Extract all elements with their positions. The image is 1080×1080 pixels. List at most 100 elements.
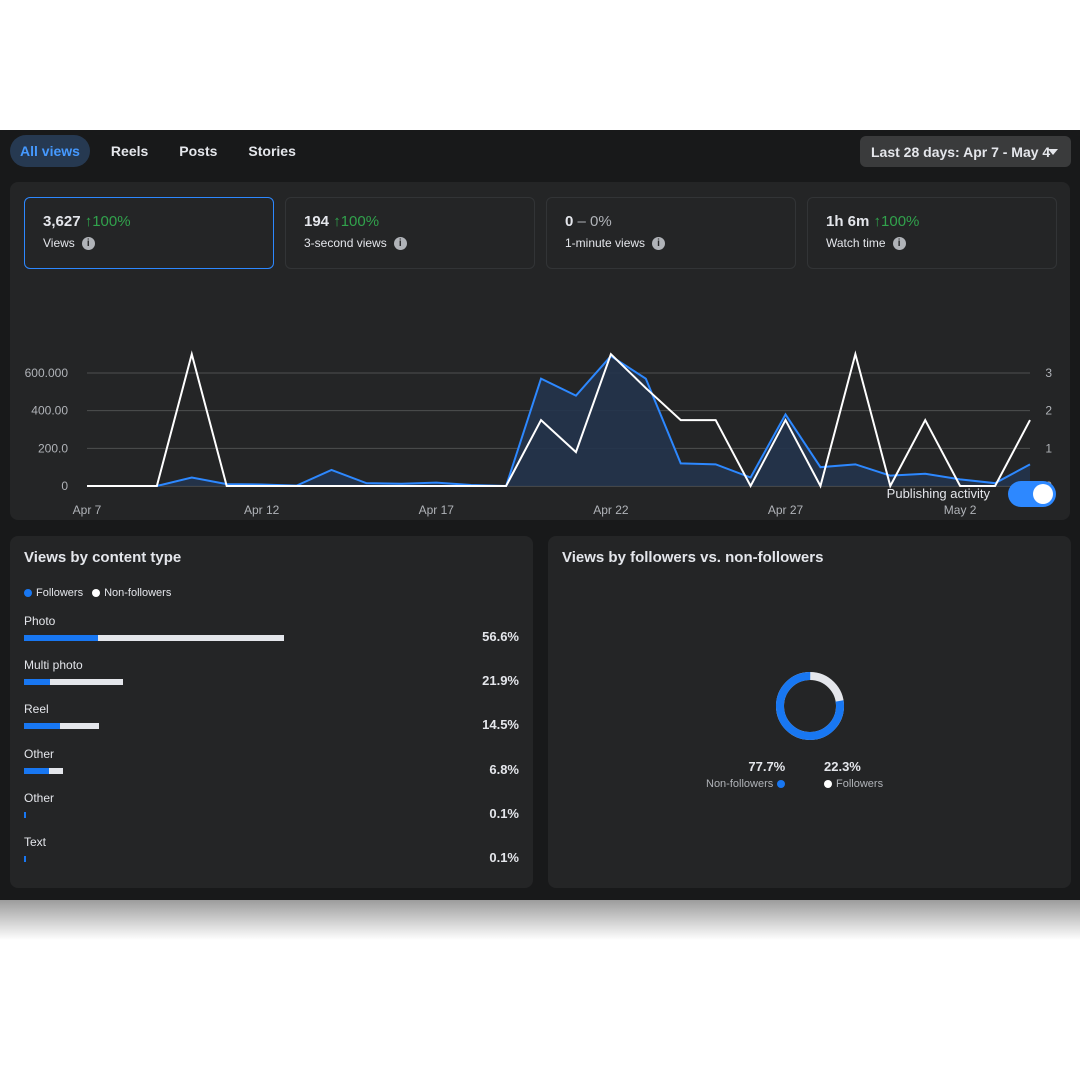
publishing-activity-label: Publishing activity: [886, 486, 990, 501]
content-type-row: Text 0.1%: [24, 835, 519, 879]
metric-label: Views: [43, 236, 75, 250]
row-bar: [24, 811, 26, 818]
publishing-series-line: [87, 350, 1031, 489]
arrow-up-icon: ↑: [84, 213, 93, 230]
row-label: Reel: [24, 702, 49, 717]
followers-bar-segment: [24, 811, 26, 818]
panel-title: Views by content type: [24, 549, 182, 566]
y-tick-label: 200.0: [38, 441, 68, 455]
content-type-row: Other 0.1%: [24, 791, 519, 835]
row-percent: 0.1%: [489, 850, 519, 865]
row-percent: 56.6%: [482, 629, 519, 644]
non-followers-bar-segment: [50, 679, 124, 686]
followers-split-panel: Views by followers vs. non-followers 77.…: [548, 536, 1071, 888]
row-label: Multi photo: [24, 658, 83, 673]
legend-label-followers: Followers: [36, 587, 84, 599]
view-tabs: All views Reels Posts Stories: [10, 135, 317, 167]
metric-change: 0%: [590, 213, 612, 230]
metric-value: 1h 6m: [826, 213, 870, 230]
y2-tick-label: 3: [1045, 366, 1052, 380]
non-followers-label: Non-followers: [706, 778, 774, 790]
followers-label: Followers: [836, 778, 884, 790]
content-type-row: Reel 14.5%: [24, 702, 519, 746]
metric-card-views[interactable]: 3,627 ↑100% Views i: [24, 197, 274, 269]
row-bar: [24, 767, 64, 774]
metric-card-3-second-views[interactable]: 194 ↑100% 3-second views i: [285, 197, 535, 269]
insights-window: All views Reels Posts Stories Last 28 da…: [0, 130, 1080, 900]
followers-bar-segment: [24, 635, 99, 641]
metric-card-watch-time[interactable]: 1h 6m ↑100% Watch time i: [807, 197, 1057, 269]
legend-dot-non-followers: [92, 589, 101, 597]
followers-dot: [824, 780, 832, 788]
metric-label: Watch time: [826, 236, 886, 250]
x-tick-label: Apr 12: [244, 503, 280, 517]
row-label: Other: [24, 790, 55, 805]
non-followers-bar-segment: [98, 635, 284, 641]
info-icon[interactable]: i: [652, 236, 666, 250]
legend-label-non-followers: Non-followers: [104, 587, 172, 599]
row-percent: 0.1%: [489, 805, 519, 821]
followers-stat: 22.3% Followers: [824, 759, 883, 790]
donut-non-followers-slice: [776, 672, 844, 740]
content-type-row: Other 6.8%: [24, 747, 519, 791]
row-percent: 14.5%: [482, 717, 519, 733]
panel-title: Views by followers vs. non-followers: [562, 549, 824, 566]
metric-value: 194: [304, 213, 330, 230]
window-shadow: [0, 900, 1080, 940]
metric-change: 100%: [92, 213, 131, 230]
tab-posts[interactable]: Posts: [179, 143, 218, 159]
dash-icon: –: [577, 213, 586, 230]
views-area-fill: [87, 356, 1030, 486]
metric-value: 3,627: [43, 213, 81, 230]
views-overview-panel: 3,627 ↑100% Views i 194 ↑100% 3-second vi…: [10, 182, 1070, 520]
x-tick-label: Apr 27: [768, 503, 804, 517]
tab-stories[interactable]: Stories: [248, 143, 296, 159]
tab-all-views[interactable]: All views: [10, 135, 90, 167]
followers-bar-segment: [24, 767, 49, 774]
row-bar: [24, 679, 124, 686]
followers-bar-segment: [24, 856, 26, 862]
metric-card-1-minute-views[interactable]: 0 – 0% 1-minute views i: [546, 197, 796, 269]
legend: Followers Non-followers: [24, 587, 171, 599]
non-followers-bar-segment: [48, 767, 64, 774]
row-percent: 21.9%: [482, 673, 519, 689]
tab-reels[interactable]: Reels: [110, 143, 149, 159]
info-icon[interactable]: i: [892, 236, 906, 250]
x-tick-label: Apr 22: [593, 503, 629, 517]
row-bar: [24, 635, 284, 641]
non-followers-bar-segment: [60, 723, 100, 730]
metric-change: 100%: [340, 213, 380, 230]
followers-donut-chart: [776, 672, 844, 740]
x-tick-label: Apr 7: [73, 503, 102, 517]
y2-tick-label: 2: [1045, 404, 1052, 418]
info-icon[interactable]: i: [393, 236, 407, 250]
row-label: Photo: [24, 614, 56, 628]
content-type-panel: Views by content type Followers Non-foll…: [10, 536, 533, 888]
views-series-line: [87, 354, 1031, 488]
row-bar: [24, 723, 100, 730]
metric-value: 0: [565, 213, 574, 230]
y-tick-label: 0: [61, 479, 68, 493]
non-followers-value: 77.7%: [748, 759, 786, 774]
x-tick-label: Apr 17: [419, 503, 455, 517]
metric-change: 100%: [881, 213, 920, 230]
metric-label: 1-minute views: [565, 236, 646, 250]
y2-tick-label: 1: [1045, 441, 1052, 455]
legend-dot-followers: [24, 589, 32, 597]
content-type-row: Multi photo 21.9%: [24, 658, 519, 702]
y-tick-label: 400.00: [31, 404, 68, 418]
info-icon[interactable]: i: [81, 236, 95, 250]
metric-label: 3-second views: [304, 236, 387, 250]
y-tick-label: 600.000: [25, 366, 69, 380]
row-percent: 6.8%: [489, 761, 519, 777]
x-tick-label: May 2: [944, 503, 977, 517]
date-range-dropdown[interactable]: Last 28 days: Apr 7 - May 4: [860, 136, 1071, 167]
caret-down-icon: [1048, 149, 1058, 155]
followers-bar-segment: [24, 723, 61, 730]
followers-value: 22.3%: [824, 759, 861, 774]
content-type-row: Photo 56.6%: [24, 614, 519, 658]
arrow-up-icon: ↑: [333, 213, 341, 230]
publishing-activity-toggle[interactable]: [1008, 481, 1056, 507]
row-bar: [24, 856, 26, 862]
